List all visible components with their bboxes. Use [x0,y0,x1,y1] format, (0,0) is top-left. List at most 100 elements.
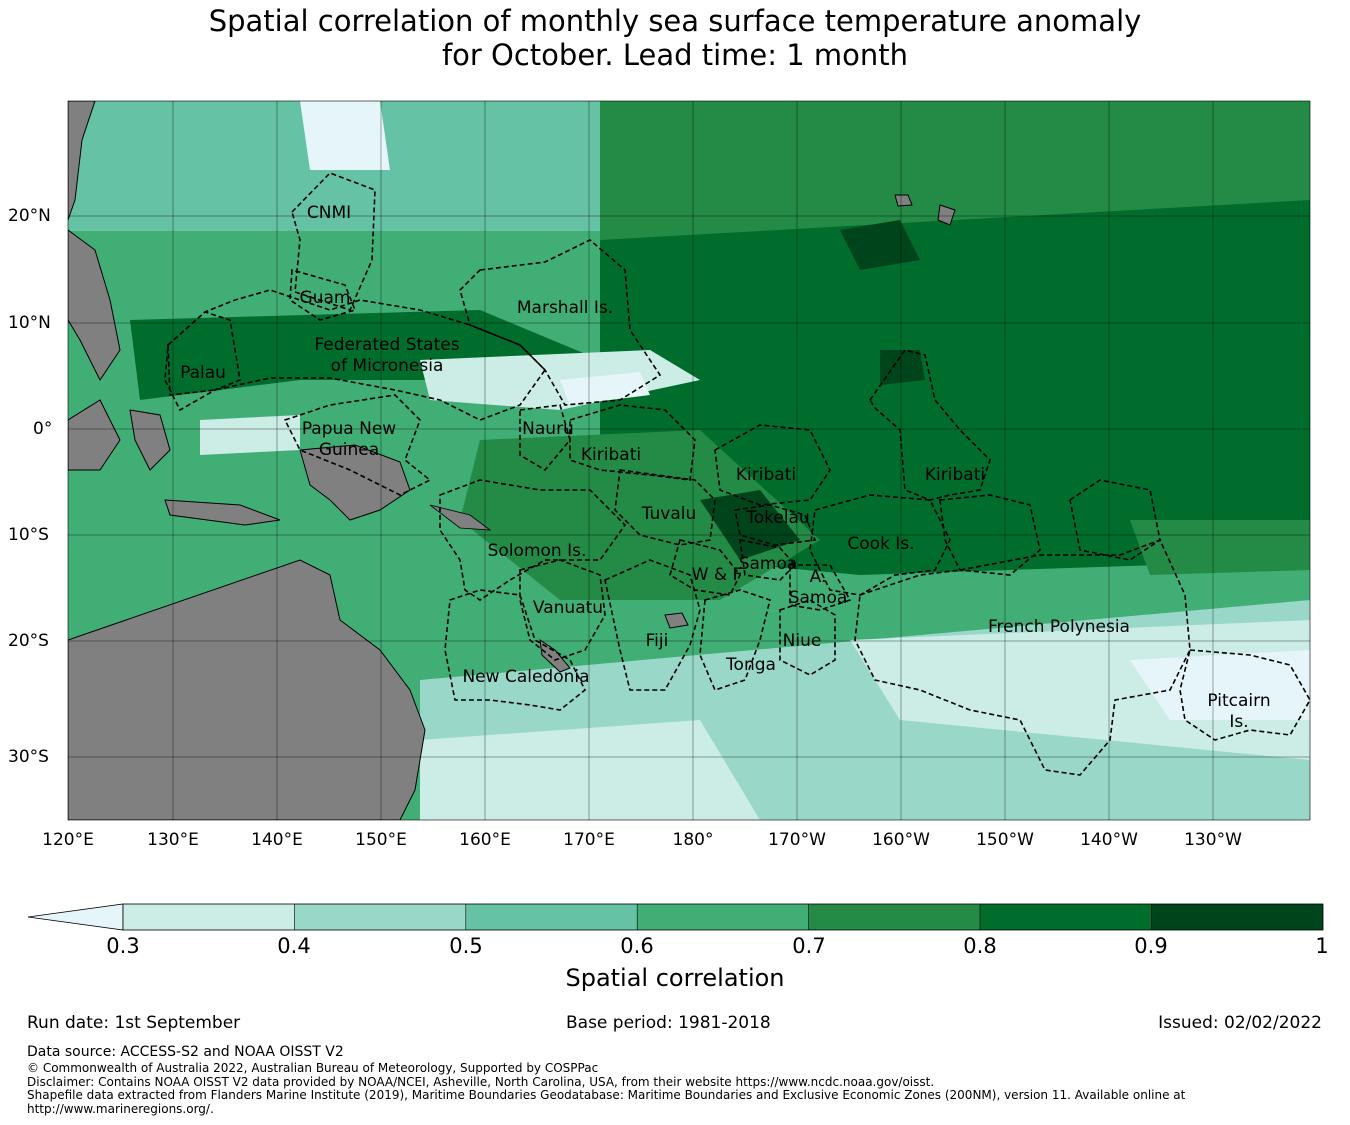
hawaii-land [937,204,956,226]
lon-label-130w: 130°W [1184,830,1242,850]
map-frame [67,100,1311,821]
lon-label-170w: 170°W [768,830,826,850]
label-palau: Palau [180,363,226,383]
label-fiji: Fiji [646,631,669,651]
borneo-land [68,399,121,471]
label-kiribati-phoenix: Kiribati [736,465,796,485]
disclaimer-text: Disclaimer: Contains NOAA OISST V2 data … [27,1074,935,1089]
colorbar-tick: 0.9 [1134,934,1168,958]
label-solomon: Solomon Is. [488,541,587,561]
eez-marshall [459,239,662,406]
eez-solomon [439,479,627,601]
lon-label-160w: 160°W [872,830,930,850]
label-vanuatu: Vanuatu [533,598,603,618]
label-niue: Niue [783,631,822,651]
eez-new-caledonia [444,589,587,711]
new-caledonia-land [539,638,571,673]
colorbar-tick: 0.4 [277,934,311,958]
lat-label-20s: 20°S [8,631,49,651]
lat-label-0: 0° [33,419,53,439]
eez-american-samoa [789,564,852,611]
label-png-line2: Guinea [319,440,379,460]
eez-line-south [939,494,1041,576]
colorbar-tick: 0.7 [792,934,826,958]
eez-png [283,394,432,496]
eez-fiji [604,559,701,691]
new-guinea-land [299,444,411,521]
label-tuvalu: Tuvalu [641,504,697,524]
colorbar-extend-arrow [27,903,124,931]
eez-kiribati-gilbert [569,404,696,481]
lon-label-150w: 150°W [976,830,1034,850]
colorbar-bin-1 [123,904,295,930]
eez-tokelau [734,504,817,546]
colorbar-bin-4 [637,904,809,930]
eez-nauru [519,404,571,472]
lon-label-180: 180° [672,830,714,850]
label-png-line1: Papua New [302,419,396,439]
colorbar-bin-2 [294,904,466,930]
fine-print: © Commonwealth of Australia 2022, Austra… [27,1061,1227,1116]
label-french-polynesia: French Polynesia [988,617,1130,637]
field-central-high [600,200,1310,575]
lon-label-120e: 120°E [42,830,94,850]
label-american-samoa-line2: Samoa [789,588,848,608]
colorbar-title: Spatial correlation [565,964,785,992]
run-date: Run date: 1st September [27,1013,241,1033]
label-nauru: Nauru [522,419,574,439]
copyright-text: © Commonwealth of Australia 2022, Austra… [27,1061,599,1075]
colorbar-tick: 0.3 [106,934,140,958]
eez-vanuatu [519,559,606,661]
colorbar-tick: 0.5 [449,934,483,958]
label-wallis-futuna: W & F [692,565,743,585]
colorbar-tick: 1 [1315,934,1329,958]
eez-boundaries [164,172,1310,776]
lon-label-160e: 160°E [459,830,511,850]
base-period: Base period: 1981-2018 [566,1013,771,1033]
title-line-2: for October. Lead time: 1 month [441,38,909,72]
eez-tuvalu [614,469,716,546]
eez-cnmi [291,172,376,311]
label-new-caledonia: New Caledonia [462,667,589,687]
lon-label-170e: 170°E [563,830,615,850]
label-samoa: Samoa [739,554,798,574]
label-american-samoa-line1: A. [810,567,827,587]
lat-label-10n: 10°N [8,313,51,333]
label-pitcairn-line1: Pitcairn [1207,691,1270,711]
colorbar-tick: 0.6 [620,934,654,958]
australia-land [68,559,426,820]
lon-label-130e: 130°E [147,830,199,850]
colorbar [27,903,1324,931]
title-line-1: Spatial correlation of monthly sea surfa… [208,4,1142,38]
eez-pitcairn [1179,649,1310,741]
label-kiribati-line: Kiribati [925,465,985,485]
chart-title: Spatial correlation of monthly sea surfa… [0,4,1350,72]
lon-label-140w: 140°W [1080,830,1138,850]
lon-label-140e: 140°E [251,830,303,850]
data-source: Data source: ACCESS-S2 and NOAA OISST V2 [27,1044,344,1060]
issued-date: Issued: 02/02/2022 [1158,1013,1322,1033]
eez-french-polynesia [854,538,1191,776]
eez-guam [289,268,357,321]
eez-kiribati-line [869,349,991,501]
shapefile-credit: Shapefile data extracted from Flanders M… [27,1088,1186,1116]
eez-wallis-futuna [669,539,741,596]
label-fsm-line2: of Micronesia [331,356,444,376]
eez-tonga [699,589,771,691]
colorbar-tick: 0.8 [963,934,997,958]
eez-samoa [739,538,797,581]
colorbar-bin-6 [980,904,1152,930]
lon-label-150e: 150°E [355,830,407,850]
lat-label-30s: 30°S [8,747,49,767]
label-marshall: Marshall Is. [517,298,613,318]
label-guam: Guam [300,288,351,308]
label-cnmi: CNMI [307,203,351,223]
colorbar-bin-5 [808,904,980,930]
eez-cook [809,494,951,596]
lat-label-10s: 10°S [8,525,49,545]
colorbar-bin-3 [465,904,638,930]
label-kiribati-gilbert: Kiribati [581,445,641,465]
philippines-land [68,229,121,381]
lat-label-20n: 20°N [8,206,51,226]
